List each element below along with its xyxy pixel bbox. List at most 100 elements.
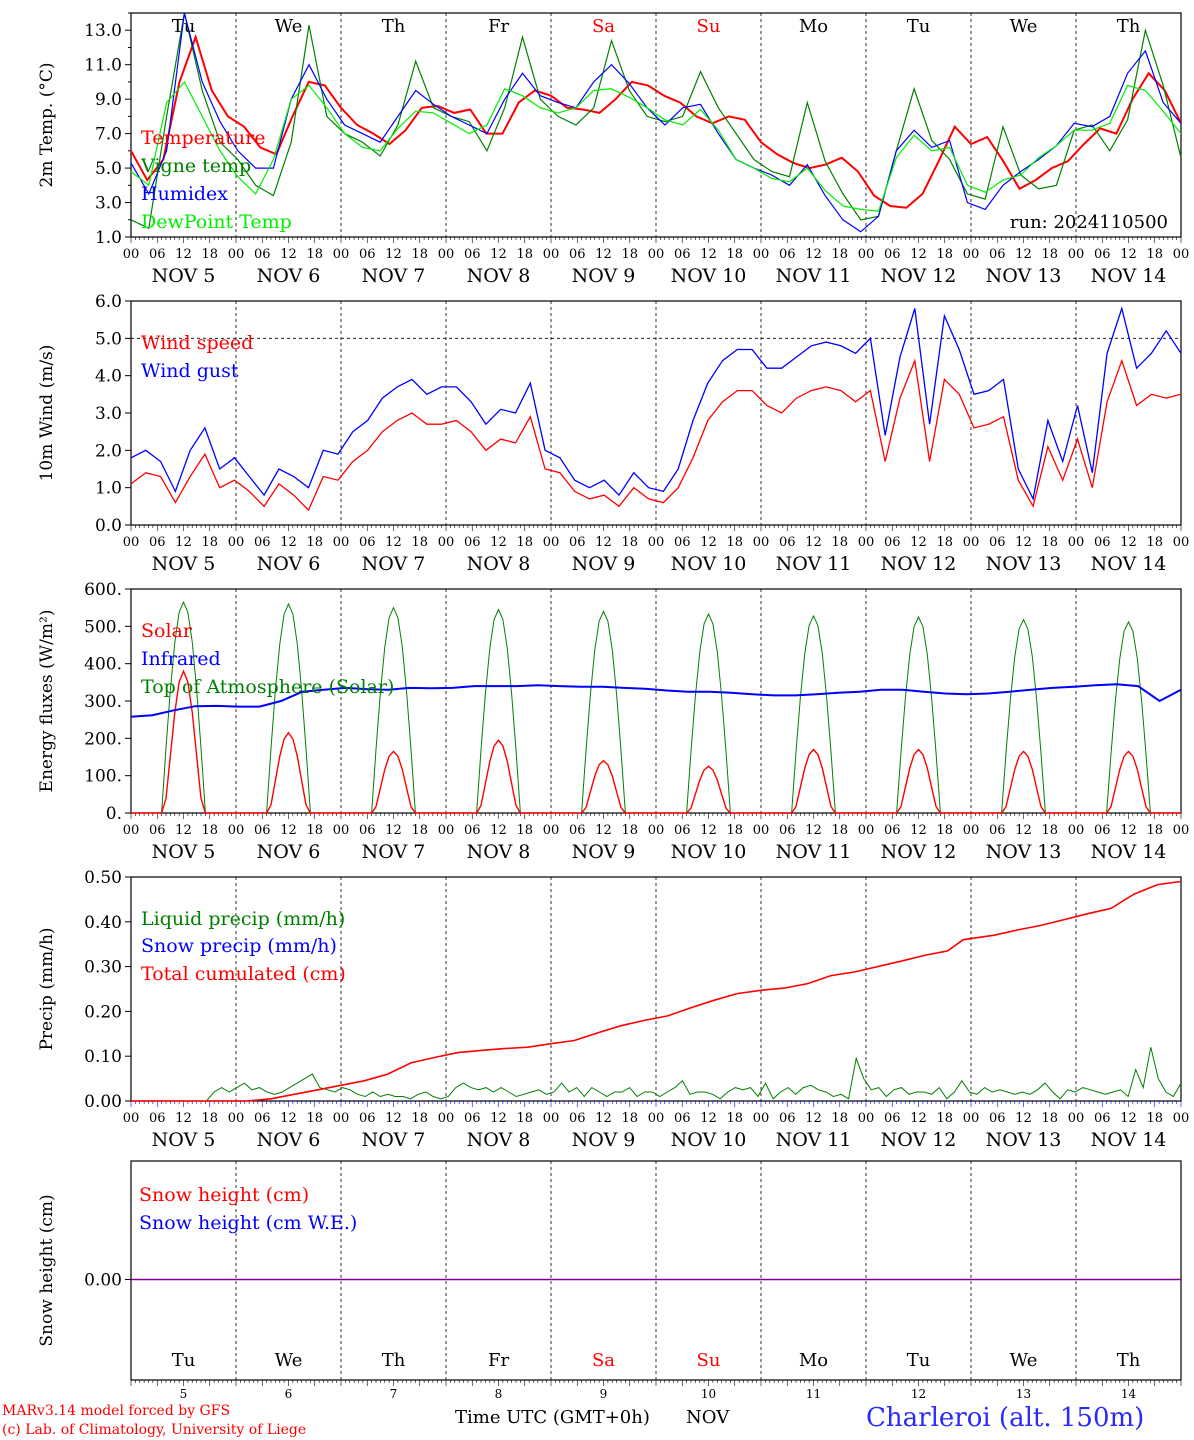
- legend-snow-height-we: Snow height (cm W.E.): [139, 1212, 357, 1234]
- x-hour-label: 18: [936, 535, 953, 550]
- y-tick-label: 0.00: [84, 1092, 122, 1112]
- x-hour-label: 06: [464, 823, 481, 838]
- x-hour-label: 00: [963, 535, 980, 550]
- x-hour-label: 06: [359, 247, 376, 262]
- x-hour-label: 18: [1041, 535, 1058, 550]
- x-hour-label: 12: [1015, 535, 1032, 550]
- x-hour-label: 00: [753, 823, 770, 838]
- x-date-label: NOV 11: [776, 553, 852, 575]
- legend-snow-height: Snow height (cm): [139, 1184, 309, 1206]
- x-hour-label: 00: [228, 823, 245, 838]
- x-hour-label: 00: [228, 535, 245, 550]
- x-date-label: NOV 7: [362, 841, 426, 863]
- y-tick-label: 0.40: [84, 913, 122, 933]
- x-axis-month: NOV: [686, 1407, 730, 1428]
- y-axis-label: 10m Wind (m/s): [37, 345, 57, 482]
- x-date-label: NOV 5: [152, 553, 216, 575]
- x-hour-label: 12: [910, 247, 927, 262]
- x-hour-label: 18: [411, 823, 428, 838]
- bottom-day-number: 6: [285, 1387, 293, 1401]
- x-date-label: NOV 8: [467, 1129, 531, 1151]
- legend-solar: Solar: [141, 620, 193, 642]
- y-axis-label: Precip (mm/h): [37, 927, 57, 1050]
- bottom-day-label: Tu: [172, 1350, 196, 1371]
- x-hour-label: 12: [1015, 247, 1032, 262]
- x-hour-label: 06: [1094, 247, 1111, 262]
- panel-frame: [130, 588, 1182, 814]
- x-date-label: NOV 8: [467, 553, 531, 575]
- x-hour-label: 12: [490, 535, 507, 550]
- x-date-label: NOV 14: [1091, 1129, 1167, 1151]
- x-hour-label: 18: [1041, 247, 1058, 262]
- y-tick-label: 3.0: [95, 194, 122, 214]
- y-tick-label: 6.0: [95, 292, 122, 312]
- x-hour-label: 18: [306, 535, 323, 550]
- day-label: Th: [1117, 16, 1141, 37]
- x-axis-label: Time UTC (GMT+0h): [455, 1407, 650, 1428]
- y-tick-label: 5.0: [95, 329, 122, 349]
- bottom-day-label: Mo: [799, 1350, 828, 1371]
- x-hour-label: 12: [280, 535, 297, 550]
- legend-snow-precip: Snow precip (mm/h): [141, 935, 337, 957]
- x-hour-label: 06: [149, 823, 166, 838]
- x-hour-label: 06: [464, 1111, 481, 1126]
- x-date-label: NOV 5: [152, 265, 216, 287]
- panel-1: 1.0 3.0 5.0 7.0 9.0 11.0 13.0 2m Temp. (°C) 00 06…: [37, 12, 1189, 287]
- x-hour-label: 00: [1173, 1111, 1190, 1126]
- x-hour-label: 12: [280, 1111, 297, 1126]
- x-hour-label: 06: [1094, 1111, 1111, 1126]
- x-date-label: NOV 12: [881, 553, 957, 575]
- x-date-label: NOV 13: [986, 265, 1062, 287]
- x-hour-label: 18: [621, 535, 638, 550]
- run-label: run: 2024110500: [1010, 212, 1168, 233]
- x-date-label: NOV 6: [257, 265, 321, 287]
- bottom-day-label: Th: [382, 1350, 406, 1371]
- x-hour-label: 18: [306, 247, 323, 262]
- x-date-label: NOV 13: [986, 553, 1062, 575]
- x-hour-label: 18: [831, 247, 848, 262]
- y-tick-label: 2.0: [95, 441, 122, 461]
- x-date-label: NOV 12: [881, 841, 957, 863]
- x-hour-label: 06: [989, 1111, 1006, 1126]
- series-wind-gust: [130, 306, 1182, 501]
- x-date-label: NOV 12: [881, 1129, 957, 1151]
- x-hour-label: 00: [648, 1111, 665, 1126]
- x-hour-label: 00: [1068, 535, 1085, 550]
- x-hour-label: 12: [1015, 1111, 1032, 1126]
- x-hour-label: 06: [569, 247, 586, 262]
- x-hour-label: 12: [175, 535, 192, 550]
- x-hour-label: 00: [543, 535, 560, 550]
- x-date-label: NOV 10: [671, 553, 747, 575]
- bottom-day-number: 5: [180, 1387, 188, 1401]
- x-hour-label: 18: [411, 535, 428, 550]
- x-hour-label: 12: [595, 535, 612, 550]
- legend-vigne-temp: Vigne temp: [140, 155, 251, 177]
- y-tick-label: 0.00: [84, 1271, 122, 1291]
- y-axis-label: Energy fluxes (W/m²): [37, 610, 57, 793]
- y-tick-label: 0.0: [95, 516, 122, 536]
- x-hour-label: 18: [411, 247, 428, 262]
- x-hour-label: 12: [910, 1111, 927, 1126]
- bottom-day-label: We: [1010, 1350, 1038, 1371]
- bottom-day-label: Sa: [592, 1350, 615, 1371]
- x-hour-label: 06: [779, 247, 796, 262]
- x-date-label: NOV 9: [572, 265, 636, 287]
- x-hour-label: 12: [490, 823, 507, 838]
- y-tick-label: 400.: [84, 655, 122, 675]
- x-hour-label: 06: [779, 823, 796, 838]
- bottom-day-number: 14: [1121, 1387, 1137, 1401]
- bottom-day-label: Fr: [488, 1350, 509, 1371]
- x-hour-label: 18: [936, 823, 953, 838]
- x-hour-label: 06: [884, 1111, 901, 1126]
- legend-total-cumulated: Total cumulated (cm): [141, 963, 346, 985]
- x-hour-label: 00: [333, 535, 350, 550]
- y-tick-label: 1.0: [95, 479, 122, 499]
- x-hour-label: 00: [858, 823, 875, 838]
- bottom-day-number: 13: [1016, 1387, 1031, 1401]
- x-hour-label: 00: [963, 823, 980, 838]
- x-hour-label: 06: [569, 535, 586, 550]
- x-hour-label: 12: [910, 535, 927, 550]
- x-hour-label: 18: [516, 1111, 533, 1126]
- x-date-label: NOV 14: [1091, 553, 1167, 575]
- x-hour-label: 00: [858, 1111, 875, 1126]
